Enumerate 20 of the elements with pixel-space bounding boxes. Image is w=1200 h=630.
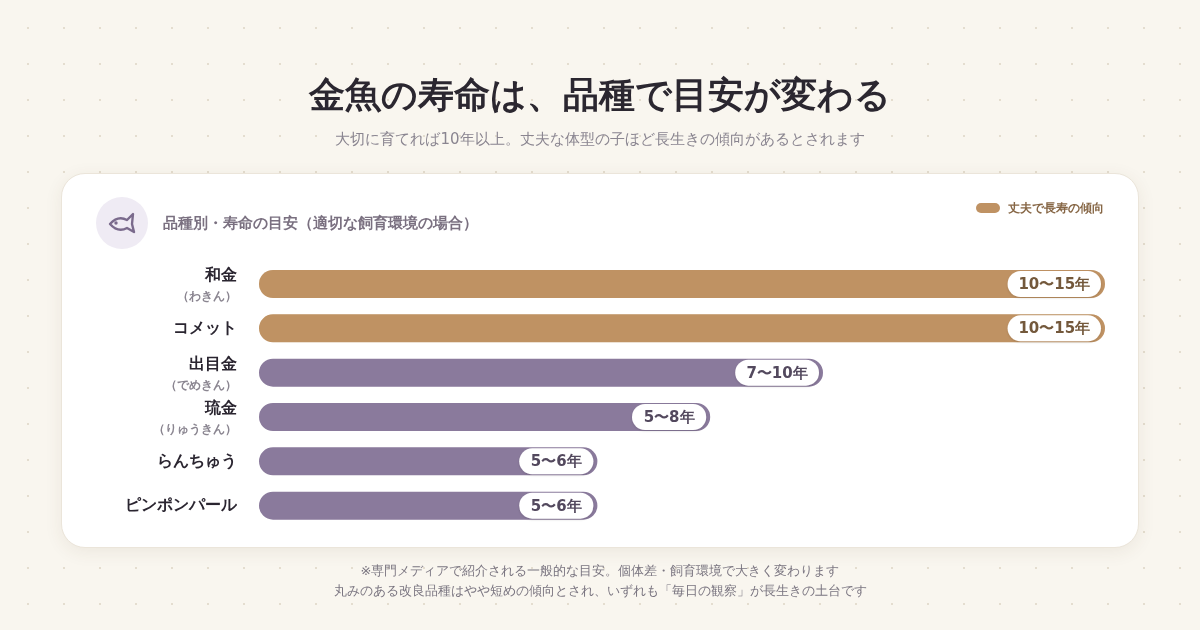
chart-title: 金魚の寿命は、品種で目安が変わる: [307, 72, 892, 117]
y-tick-label: らんちゅう: [156, 450, 237, 471]
bar: [259, 403, 711, 431]
text: 品種別・寿命の目安（適切な飼育環境の場合）: [163, 213, 478, 234]
data-label: 10〜15年: [1018, 275, 1091, 293]
legend-label: 丈夫で長寿の傾向: [1008, 200, 1104, 216]
data-label: 5〜6年: [530, 452, 582, 471]
data-label: 5〜8年: [643, 408, 695, 426]
data-label: 10〜15年: [1018, 319, 1091, 338]
data-label: 7〜10年: [746, 363, 808, 382]
chart-subtitle: 大切に育てれば10年以上。丈夫な体型の子ほど長生きの傾向があるとされます: [334, 129, 866, 150]
text: ※専門メディアで紹介される一般的な目安。個体差・飼育環境で大きく変わります: [359, 562, 841, 580]
text: 丸みのある改良品種はやや短めの傾向とされ、いずれも「毎日の観察」が長生きの土台です: [332, 582, 868, 600]
y-tick-label: ピンポンパール: [124, 494, 237, 515]
y-tick-label: 出目金（でめきん）: [164, 353, 237, 394]
data-label: 5〜6年: [530, 496, 582, 515]
bar: [259, 358, 823, 387]
y-tick-label: 琉金（りゅうきん）: [152, 398, 237, 439]
y-tick-label: 和金（わきん）: [176, 265, 237, 306]
y-tick-label: コメット: [172, 317, 237, 338]
